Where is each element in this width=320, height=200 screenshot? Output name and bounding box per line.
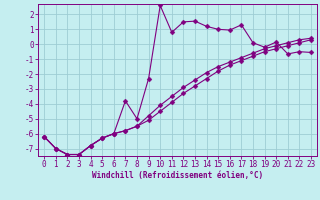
X-axis label: Windchill (Refroidissement éolien,°C): Windchill (Refroidissement éolien,°C) — [92, 171, 263, 180]
